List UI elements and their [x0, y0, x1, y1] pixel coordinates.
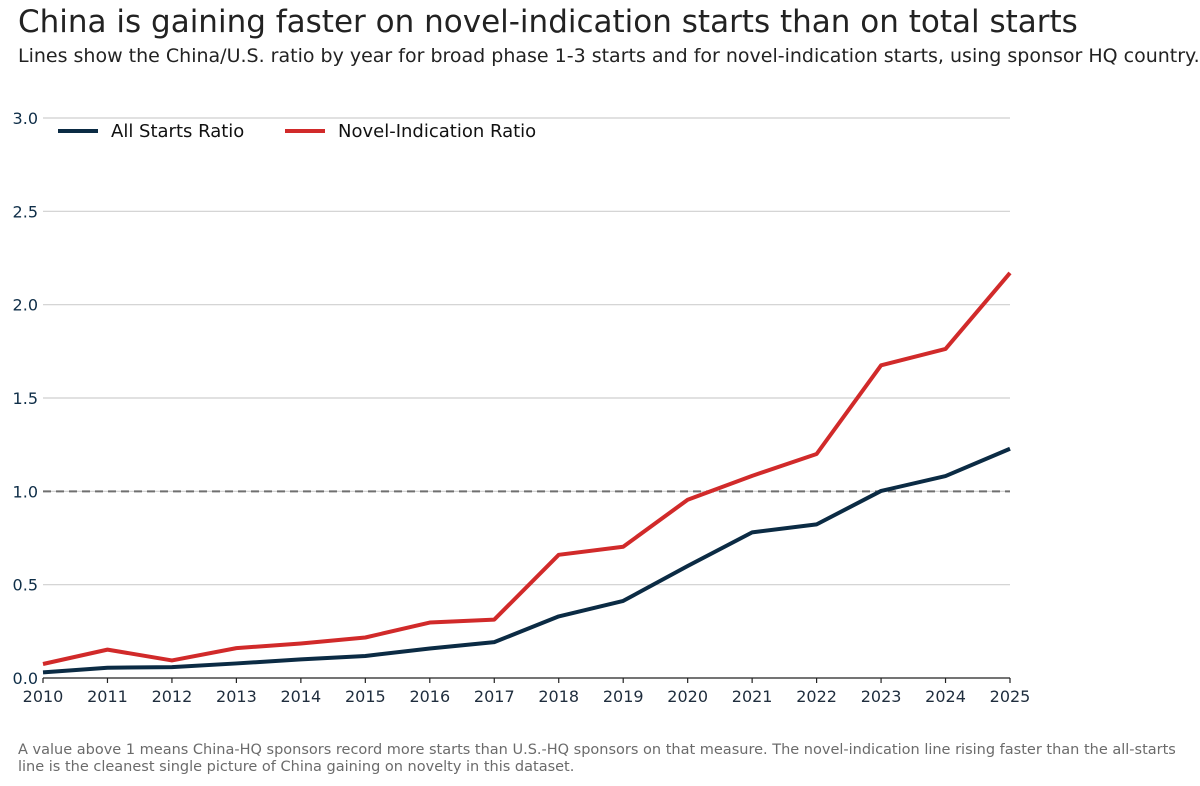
- y-tick-label: 1.0: [13, 482, 38, 501]
- chart-footnote: A value above 1 means China-HQ sponsors …: [18, 742, 1176, 775]
- x-tick-label: 2017: [474, 687, 515, 706]
- y-tick-label: 1.5: [13, 389, 38, 408]
- x-tick-label: 2015: [345, 687, 386, 706]
- legend: All Starts Ratio Novel-Indication Ratio: [58, 121, 536, 142]
- y-tick-label: 0.0: [13, 669, 38, 688]
- x-tick-label: 2022: [796, 687, 837, 706]
- x-tick-label: 2014: [281, 687, 322, 706]
- x-tick-label: 2020: [667, 687, 708, 706]
- series-lines: [42, 271, 1012, 675]
- y-tick-label: 0.5: [13, 576, 38, 595]
- x-tick-label: 2016: [409, 687, 450, 706]
- x-tick-label: 2024: [925, 687, 966, 706]
- x-tick-label: 2018: [538, 687, 579, 706]
- legend-label: Novel-Indication Ratio: [338, 121, 536, 142]
- chart-subtitle: Lines show the China/U.S. ratio by year …: [18, 45, 1200, 67]
- x-tick-label: 2013: [216, 687, 257, 706]
- series-line-novel-indication: [42, 271, 1012, 666]
- legend-label: All Starts Ratio: [111, 121, 244, 142]
- x-tick-label: 2023: [861, 687, 902, 706]
- y-tick-label: 2.0: [13, 296, 38, 315]
- x-tick-label: 2021: [732, 687, 773, 706]
- chart-title: China is gaining faster on novel-indicat…: [18, 4, 1078, 40]
- x-tick-label: 2010: [23, 687, 64, 706]
- gridlines: [43, 117, 1010, 586]
- x-tick-label: 2012: [152, 687, 193, 706]
- y-tick-label: 3.0: [13, 109, 38, 128]
- x-tick-label: 2011: [87, 687, 128, 706]
- y-tick-label: 2.5: [13, 202, 38, 221]
- series-line-all-starts: [42, 446, 1011, 675]
- x-tick-label: 2025: [990, 687, 1031, 706]
- axes: 0.0 0.5 1.0 1.5 2.0 2.5 3.0 2010 2011 2012 2013 201…: [13, 109, 1031, 706]
- x-tick-label: 2019: [603, 687, 644, 706]
